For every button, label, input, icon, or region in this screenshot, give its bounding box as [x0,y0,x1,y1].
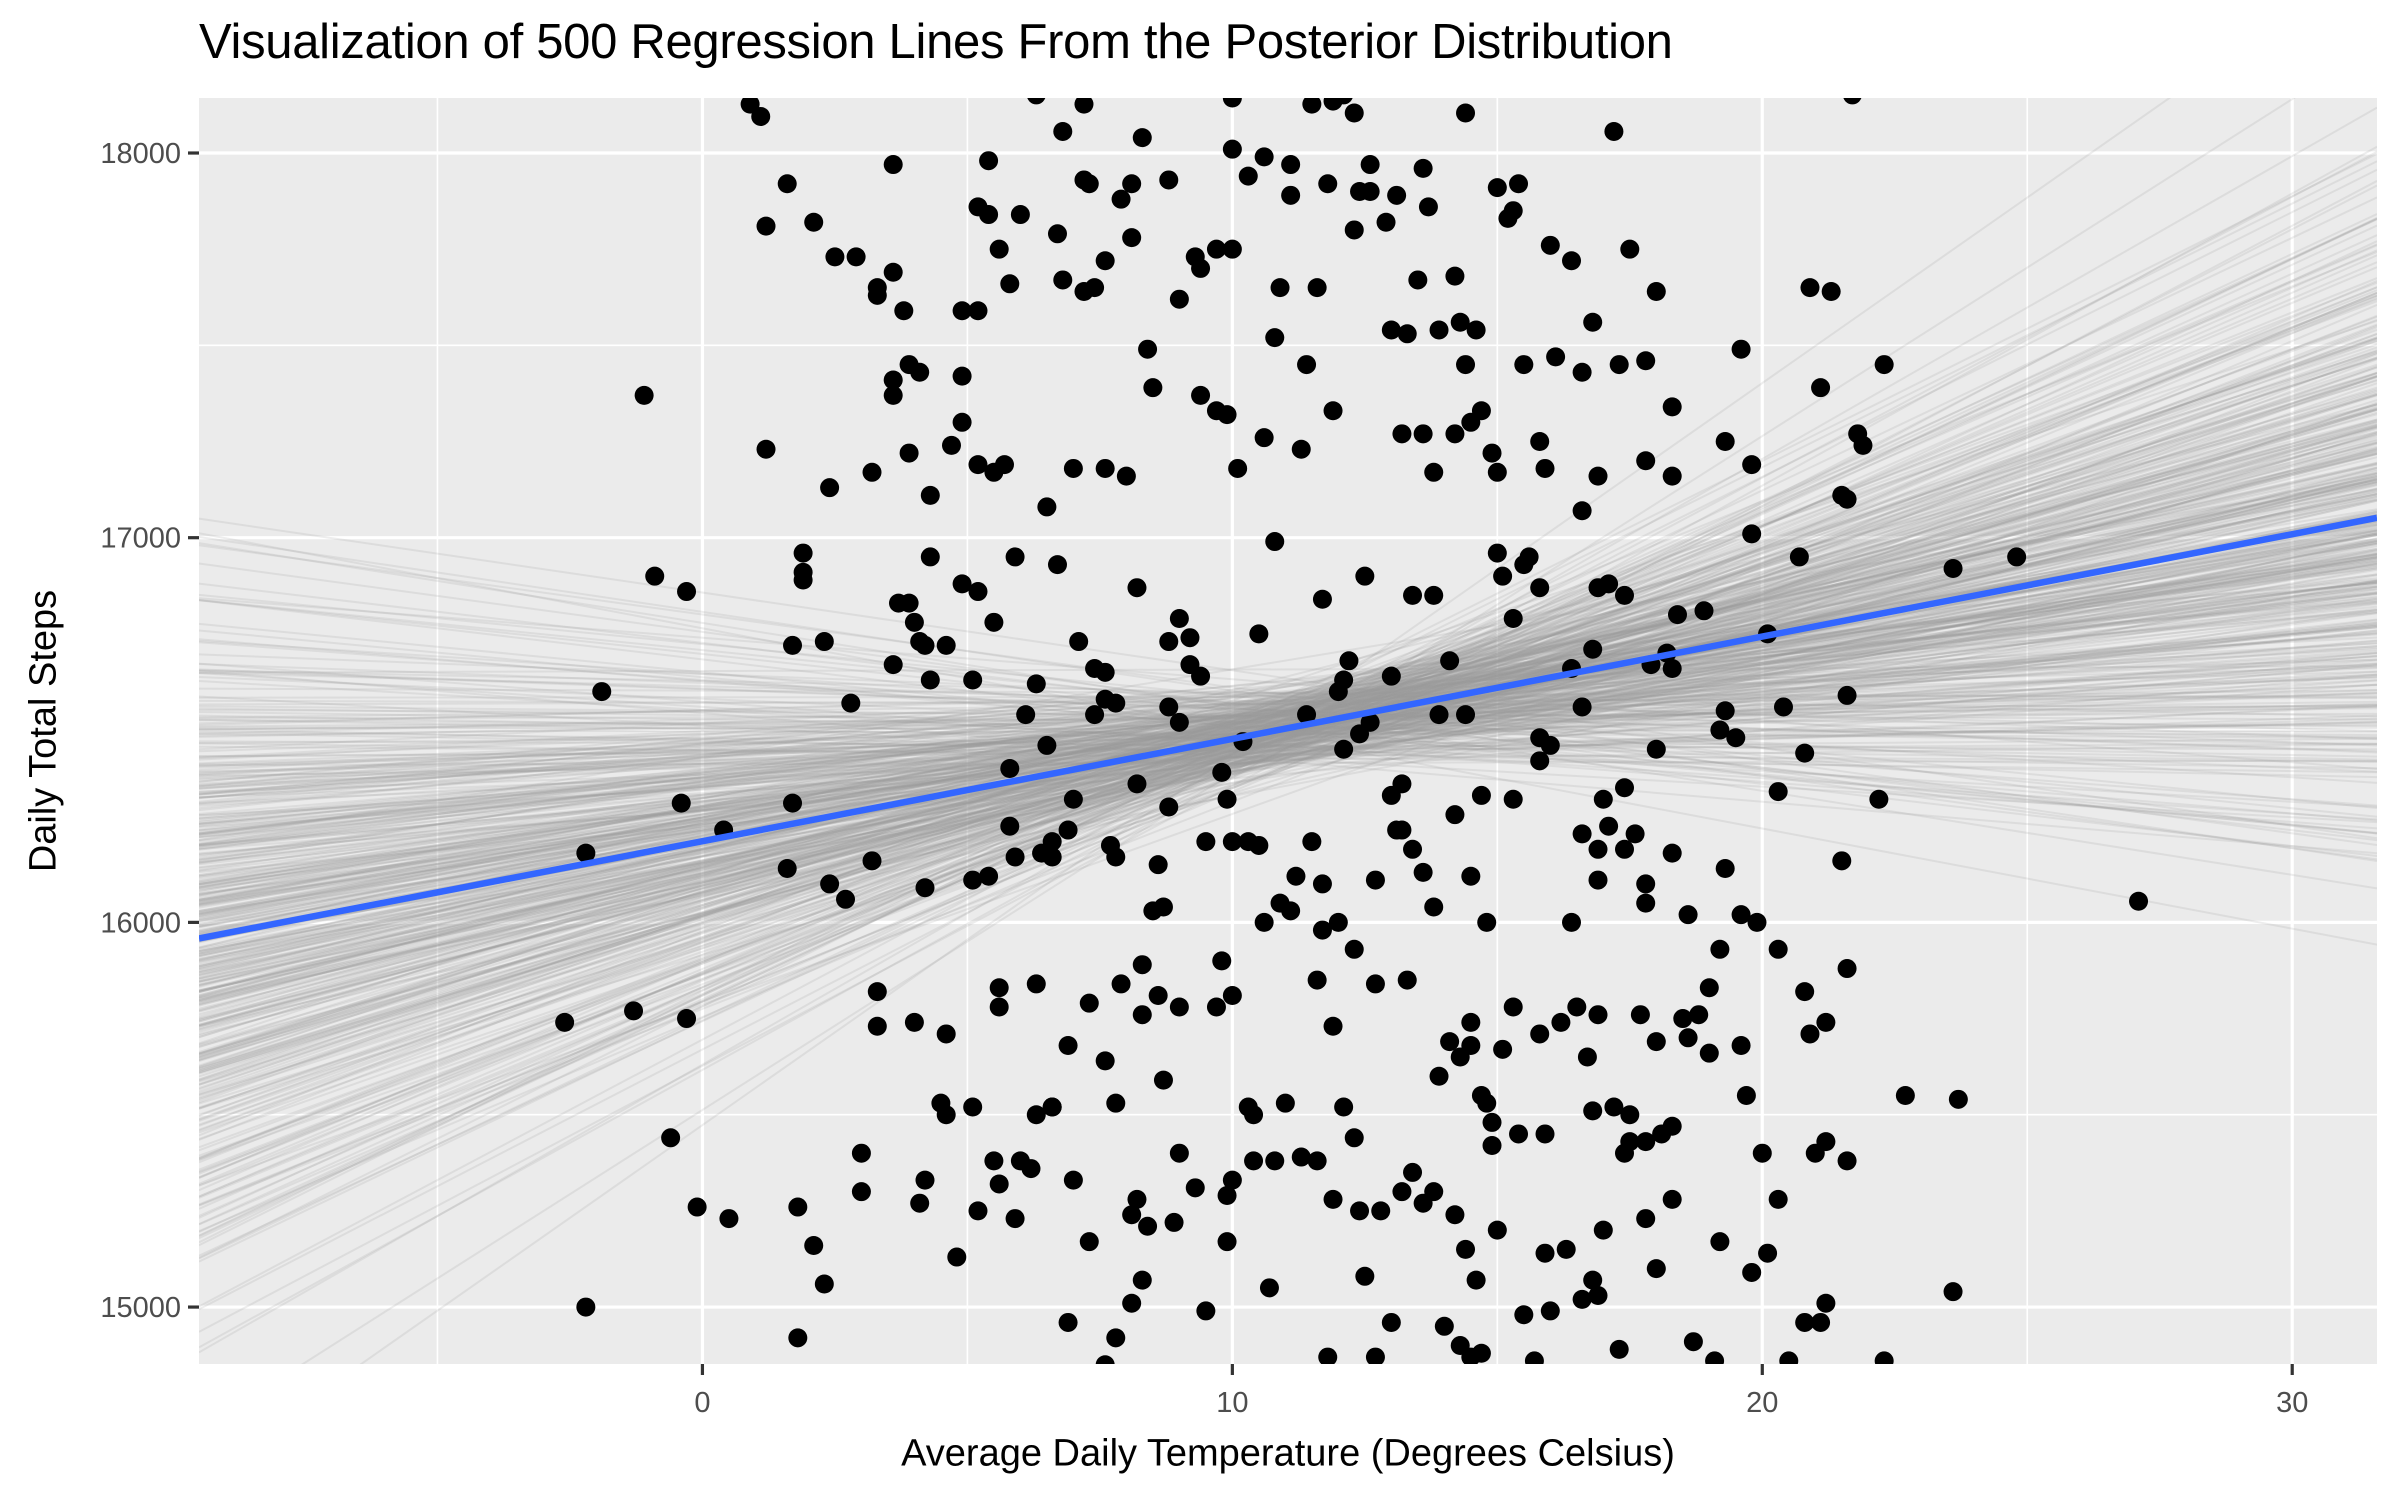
x-tick-label: 20 [1746,1387,1778,1419]
posterior-regression-lines [199,98,2377,1364]
y-axis-ticks: 15000 16000 17000 18000 [100,138,199,1324]
y-axis-label: Daily Total Steps [22,589,65,873]
y-tick-label: 16000 [100,907,181,939]
y-tick-label: 18000 [100,138,181,170]
x-tick-label: 30 [2276,1387,2308,1419]
data-points [555,98,2149,1364]
major-gridlines [199,98,2377,1364]
y-tick-label: 17000 [100,523,181,555]
chart-title: Visualization of 500 Regression Lines Fr… [199,15,1673,69]
x-axis-ticks: 0 10 20 30 [694,1364,2308,1419]
y-tick-label: 15000 [100,1292,181,1324]
x-tick-label: 10 [1216,1387,1248,1419]
minor-gridlines [199,98,2377,1364]
x-axis-label: Average Daily Temperature (Degrees Celsi… [901,1432,1675,1475]
x-tick-label: 0 [694,1387,710,1419]
mean-regression-line [199,514,2377,942]
